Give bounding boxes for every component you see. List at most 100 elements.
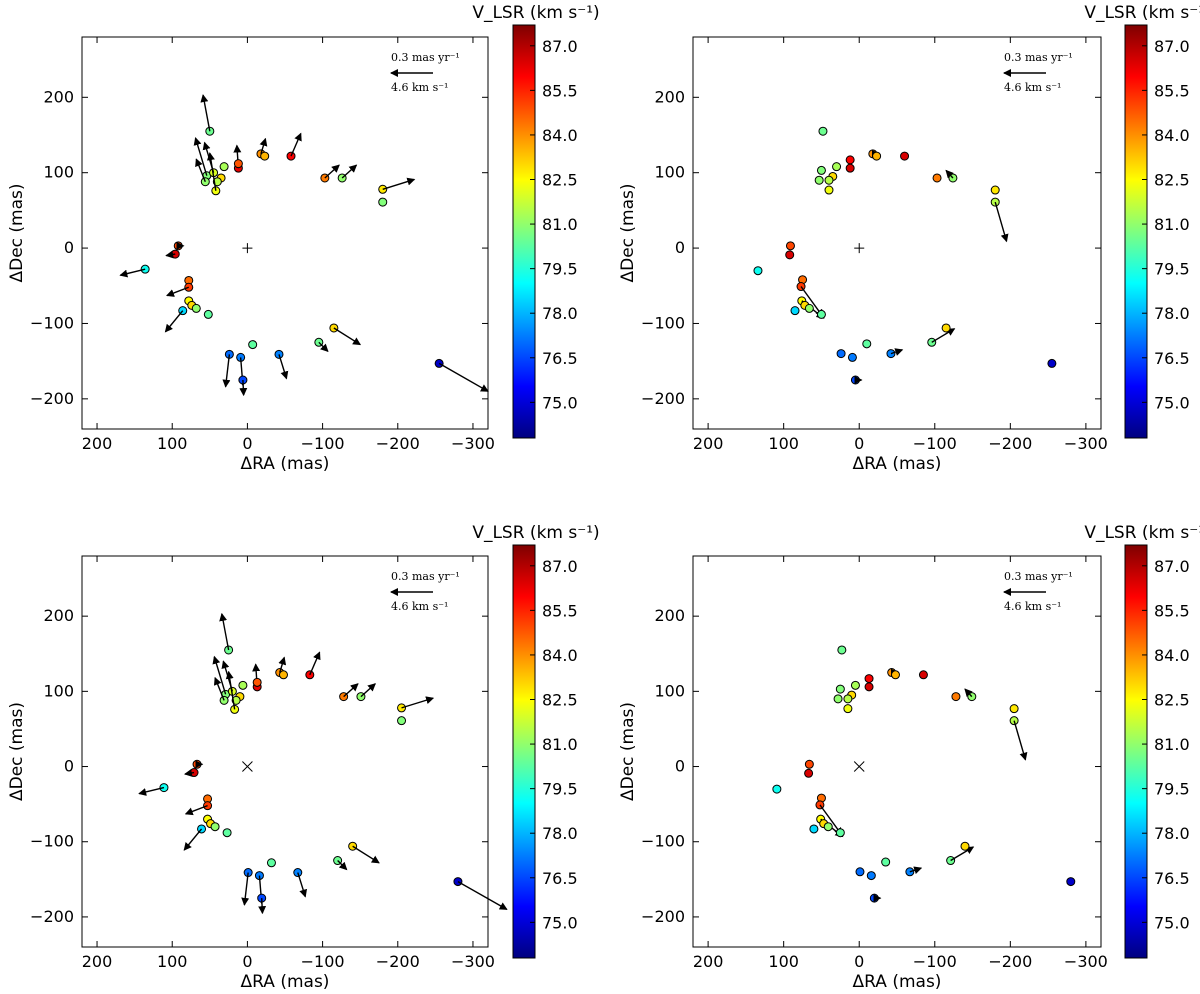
maser-spot — [864, 682, 874, 692]
x-tick-label: −300 — [451, 434, 495, 453]
proper-motion-arrow — [382, 177, 416, 190]
x-tick-label: 100 — [768, 952, 799, 971]
maser-spot — [219, 162, 229, 172]
maser-spot — [847, 352, 857, 362]
proper-motion-arrow — [166, 286, 190, 297]
proper-motion-arrow — [119, 268, 146, 278]
maser-spot — [248, 340, 258, 350]
x-tick-label: −200 — [988, 952, 1032, 971]
proper-motion-arrow — [212, 655, 227, 695]
proper-motion-arrow — [945, 169, 954, 179]
maser-spot — [837, 645, 847, 655]
y-tick-label: 200 — [654, 87, 685, 106]
colorbar-tick-label: 75.0 — [542, 913, 578, 932]
y-tick-label: −100 — [30, 832, 74, 851]
colorbar-tick-label: 85.5 — [542, 81, 578, 100]
colorbar-tick-label: 79.5 — [1154, 260, 1190, 279]
y-tick-label: 200 — [43, 87, 74, 106]
proper-motion-arrow — [183, 828, 203, 851]
proper-motion-arrow — [259, 137, 268, 155]
y-tick-label: 0 — [675, 757, 685, 776]
x-tick-label: 100 — [157, 952, 188, 971]
key-label-velocity: 4.6 km s⁻¹ — [1004, 600, 1061, 613]
x-tick-label: −200 — [376, 434, 420, 453]
colorbar-tick-label: 75.0 — [542, 393, 578, 412]
colorbar-title: V_LSR (km s⁻¹) — [1084, 3, 1200, 23]
maser-spot — [790, 306, 800, 316]
maser-spot — [881, 857, 891, 867]
colorbar-tick-label: 76.5 — [1154, 869, 1190, 888]
key-label-velocity: 4.6 km s⁻¹ — [391, 81, 448, 94]
x-axis-label: ΔRA (mas) — [241, 454, 330, 474]
colorbar-tick-label: 84.0 — [542, 126, 578, 145]
colorbar-tick-label: 75.0 — [1154, 393, 1190, 412]
maser-spot — [832, 162, 842, 172]
proper-motion-arrow — [341, 164, 358, 179]
x-tick-label: 0 — [242, 434, 252, 453]
x-tick-label: −300 — [1064, 952, 1108, 971]
colorbar-tick-label: 81.0 — [542, 215, 578, 234]
x-tick-label: −100 — [913, 434, 957, 453]
x-tick-label: −100 — [913, 952, 957, 971]
colorbar-tick-label: 82.5 — [542, 171, 578, 190]
colorbar-tick-label: 87.0 — [542, 557, 578, 576]
maser-spot — [814, 175, 824, 185]
proper-motion-arrow — [909, 866, 923, 875]
colorbar — [1124, 544, 1148, 959]
proper-motion-arrow — [222, 354, 231, 388]
proper-motion-arrow — [360, 683, 376, 698]
key-label-rate: 0.3 mas yr⁻¹ — [391, 51, 460, 64]
proper-motion-arrow — [193, 137, 208, 176]
maser-spot — [804, 759, 814, 769]
x-axis-label: ΔRA (mas) — [853, 454, 942, 474]
proper-motion-arrow — [309, 651, 321, 676]
proper-motion-arrow — [138, 786, 165, 796]
colorbar-tick-label: 87.0 — [542, 37, 578, 56]
y-tick-label: −100 — [30, 313, 74, 332]
colorbar-tick-label: 85.5 — [542, 601, 578, 620]
colorbar-tick-label: 81.0 — [1154, 735, 1190, 754]
x-tick-label: −100 — [301, 952, 345, 971]
proper-motion-arrow — [195, 158, 206, 182]
x-tick-label: −200 — [988, 434, 1032, 453]
y-tick-label: 200 — [654, 606, 685, 625]
maser-spot — [960, 841, 970, 851]
proper-motion-arrow — [206, 152, 217, 191]
proper-motion-arrow — [457, 880, 508, 911]
x-tick-label: 200 — [82, 434, 113, 453]
panel-4: 200 100 0 −100 −200 −300 −200 −100 0 100 200 ΔRA (m… — [618, 523, 1200, 992]
maser-spot — [850, 680, 860, 690]
colorbar-tick-label: 84.0 — [1154, 126, 1190, 145]
maser-spot — [818, 126, 828, 136]
maser-spot — [845, 155, 855, 165]
proper-motion-arrow — [184, 768, 195, 777]
maser-spot — [203, 309, 213, 319]
colorbar-tick-label: 79.5 — [1154, 780, 1190, 799]
proper-motion-arrow — [438, 362, 489, 392]
maser-spot — [222, 828, 232, 838]
x-tick-label: 200 — [82, 952, 113, 971]
proper-motion-arrow — [239, 379, 248, 397]
colorbar-tick-label: 87.0 — [1154, 557, 1190, 576]
maser-spot — [824, 175, 834, 185]
panel-2: 200 100 0 −100 −200 −300 −200 −100 0 100 200 ΔRA (m… — [618, 3, 1200, 474]
maser-spot — [378, 197, 388, 207]
y-tick-label: 100 — [654, 163, 685, 182]
maser-spot — [890, 670, 900, 680]
maser-spot — [233, 159, 243, 169]
colorbar-title: V_LSR (km s⁻¹) — [1084, 523, 1200, 543]
x-tick-label: −300 — [1064, 434, 1108, 453]
colorbar-tick-label: 84.0 — [542, 646, 578, 665]
colorbar-tick-label: 81.0 — [542, 735, 578, 754]
colorbar-tick-label: 82.5 — [1154, 171, 1190, 190]
maser-spot — [816, 309, 826, 319]
proper-motion-arrow — [931, 328, 956, 343]
maser-spot — [809, 824, 819, 834]
colorbar-tick-label: 81.0 — [1154, 215, 1190, 234]
colorbar-tick-label: 85.5 — [1154, 601, 1190, 620]
maser-spot — [1047, 358, 1057, 368]
key-label-rate: 0.3 mas yr⁻¹ — [1004, 570, 1073, 583]
colorbar-title: V_LSR (km s⁻¹) — [472, 523, 599, 543]
proper-motion-arrow — [219, 612, 230, 651]
y-tick-label: 100 — [654, 681, 685, 700]
